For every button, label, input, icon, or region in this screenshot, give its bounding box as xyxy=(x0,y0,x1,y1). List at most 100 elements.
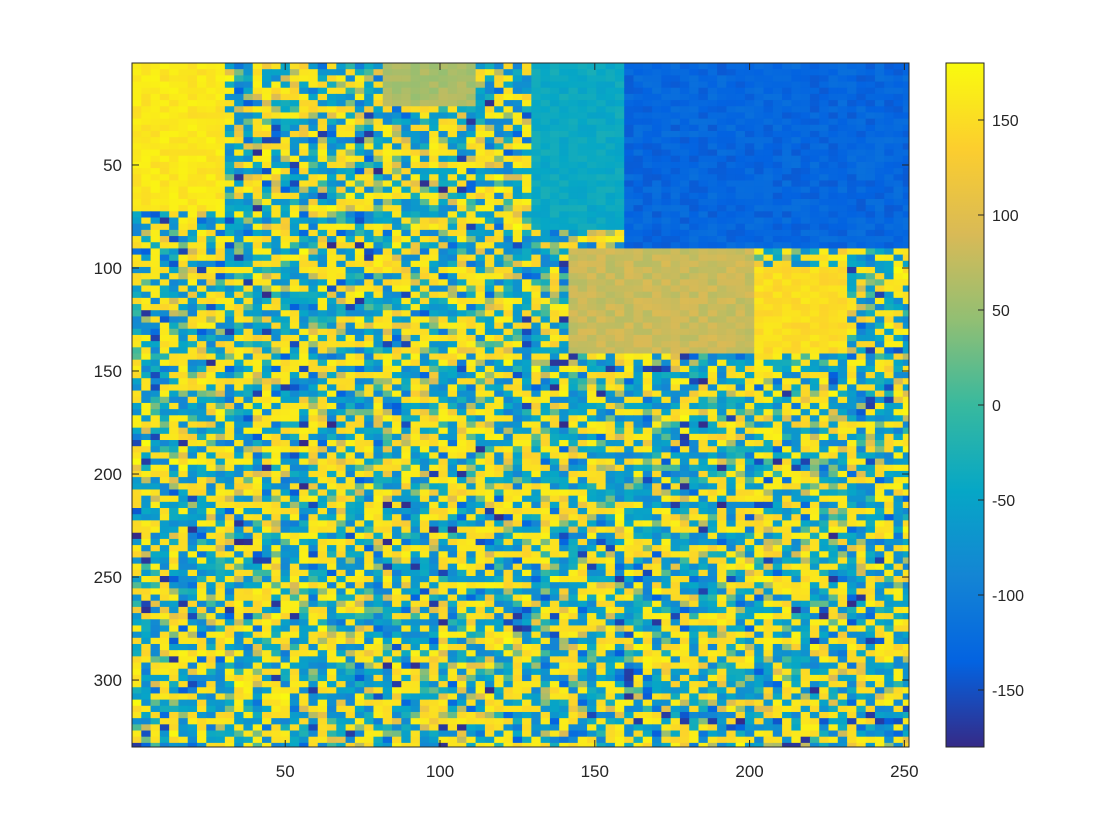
heatmap-cell xyxy=(401,353,412,361)
heatmap-cell xyxy=(280,378,291,385)
heatmap-cell xyxy=(327,229,337,237)
heatmap-cell xyxy=(457,155,467,163)
heatmap-cell xyxy=(224,174,235,182)
heatmap-cell xyxy=(791,248,802,256)
heatmap-cell xyxy=(791,137,802,144)
heatmap-cell xyxy=(707,205,718,212)
heatmap-cell xyxy=(169,217,180,225)
heatmap-cell xyxy=(466,124,477,132)
heatmap-cell xyxy=(587,223,597,231)
heatmap-cell xyxy=(698,384,709,392)
heatmap-cell xyxy=(884,236,895,243)
heatmap-cell xyxy=(457,427,467,435)
heatmap-cell xyxy=(800,316,811,324)
heatmap-cell xyxy=(382,198,393,206)
heatmap-cell xyxy=(289,130,300,138)
heatmap-cell xyxy=(800,112,811,120)
heatmap-cell xyxy=(884,415,895,423)
heatmap-cell xyxy=(828,106,839,114)
heatmap-cell xyxy=(698,415,709,423)
heatmap-cell xyxy=(280,328,291,336)
heatmap-cell xyxy=(605,100,616,107)
heatmap-cell xyxy=(837,236,848,243)
heatmap-cell xyxy=(317,75,328,83)
heatmap-cell xyxy=(299,155,310,163)
heatmap-cell xyxy=(484,304,495,311)
heatmap-cell xyxy=(559,297,570,305)
heatmap-cell xyxy=(150,248,161,256)
heatmap-cell xyxy=(475,149,486,157)
heatmap-cell xyxy=(512,334,523,342)
heatmap-cell xyxy=(902,266,909,274)
heatmap-cell xyxy=(587,63,597,70)
heatmap-cell xyxy=(382,353,393,361)
heatmap-cell xyxy=(522,168,532,175)
heatmap-cell xyxy=(392,291,402,299)
heatmap-cell xyxy=(587,266,597,274)
heatmap-cell xyxy=(224,396,235,404)
heatmap-cell xyxy=(410,328,421,336)
heatmap-cell xyxy=(522,211,532,219)
heatmap-cell xyxy=(132,304,142,311)
heatmap-cell xyxy=(252,118,263,126)
heatmap-cell xyxy=(243,124,254,132)
heatmap-cell xyxy=(308,328,319,336)
heatmap-cell xyxy=(252,378,263,385)
heatmap-cell xyxy=(540,260,551,268)
heatmap-cell xyxy=(587,69,597,76)
heatmap-cell xyxy=(772,390,783,398)
heatmap-cell xyxy=(568,192,579,200)
heatmap-cell xyxy=(336,100,347,107)
heatmap-cell xyxy=(457,143,467,151)
heatmap-cell xyxy=(744,390,755,398)
heatmap-cell xyxy=(902,415,909,423)
heatmap-cell xyxy=(893,341,904,348)
heatmap-cell xyxy=(159,316,170,324)
heatmap-cell xyxy=(707,409,718,416)
heatmap-cell xyxy=(847,63,857,70)
heatmap-cell xyxy=(865,87,876,95)
heatmap-cell xyxy=(661,180,672,188)
heatmap-cell xyxy=(364,118,375,126)
heatmap-cell xyxy=(726,322,737,330)
heatmap-cell xyxy=(215,427,226,435)
heatmap-cell xyxy=(299,93,310,101)
heatmap-cell xyxy=(624,180,635,188)
heatmap-cell xyxy=(252,334,263,342)
heatmap-cell xyxy=(494,112,505,120)
heatmap-cell xyxy=(531,143,542,151)
heatmap-cell xyxy=(243,291,254,299)
heatmap-cell xyxy=(614,248,625,256)
heatmap-cell xyxy=(902,297,909,305)
heatmap-cell xyxy=(299,384,310,392)
heatmap-cell xyxy=(336,310,347,318)
heatmap-cell xyxy=(707,273,718,280)
heatmap-cell xyxy=(392,130,402,138)
heatmap-cell xyxy=(772,180,783,188)
heatmap-cell xyxy=(484,316,495,324)
heatmap-cell xyxy=(466,285,477,293)
heatmap-cell xyxy=(847,415,857,423)
heatmap-cell xyxy=(809,236,820,243)
heatmap-cell xyxy=(299,229,310,237)
heatmap-cell xyxy=(215,106,226,114)
heatmap-cell xyxy=(679,198,690,206)
heatmap-cell xyxy=(717,372,727,379)
heatmap-cell xyxy=(763,124,774,132)
heatmap-cell xyxy=(187,353,198,361)
heatmap-cell xyxy=(503,63,514,70)
heatmap-cell xyxy=(373,211,384,219)
heatmap-cell xyxy=(596,137,607,144)
heatmap-cell xyxy=(243,69,254,76)
heatmap-cell xyxy=(577,143,588,151)
heatmap-cell xyxy=(874,205,885,212)
heatmap-cell xyxy=(577,415,588,423)
heatmap-cell xyxy=(522,365,532,373)
heatmap-cell xyxy=(698,297,709,305)
heatmap-cell xyxy=(782,328,792,336)
heatmap-cell xyxy=(772,143,783,151)
heatmap-cell xyxy=(847,112,857,120)
heatmap-cell xyxy=(345,124,356,132)
heatmap-cell xyxy=(364,106,375,114)
heatmap-cell xyxy=(642,254,653,262)
